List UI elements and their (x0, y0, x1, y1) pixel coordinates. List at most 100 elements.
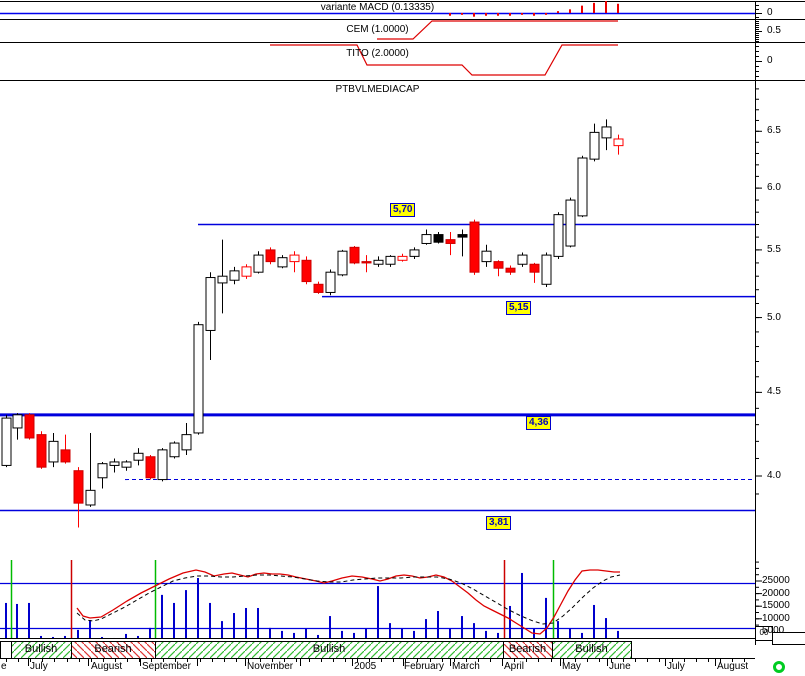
volume-bar (473, 623, 475, 638)
candle-body (397, 255, 408, 261)
candle-body (613, 138, 624, 147)
candle-body (361, 261, 372, 264)
volume-ma-line (76, 569, 620, 635)
volume-bar (293, 632, 295, 638)
month-label: April (504, 661, 525, 672)
tito-panel-title: TITO (2.0000) (346, 48, 409, 59)
volume-bar (197, 578, 199, 638)
volume-bar (341, 630, 343, 638)
candle-body (265, 249, 276, 263)
axis-empty-box (772, 632, 805, 645)
candle-body (229, 270, 240, 281)
volume-axis-label: 5000 (762, 625, 785, 637)
candle-body (36, 434, 47, 468)
month-label: July (30, 661, 48, 672)
volume-bar (617, 630, 619, 638)
main-panel-title: PTBVLMEDIACAP (335, 84, 420, 95)
macd-histogram-bar (617, 3, 619, 13)
volume-bar (5, 602, 7, 638)
level-tag-515: 5,15 (506, 301, 532, 315)
volume-bar (40, 635, 42, 638)
candle-body (529, 263, 540, 273)
volume-bar (485, 630, 487, 638)
month-label: 2005 (354, 661, 377, 672)
macd-histogram-bar (545, 13, 547, 15)
month-label: July (667, 661, 685, 672)
candle-body (217, 275, 228, 284)
candle-body (313, 283, 324, 293)
candle-body (601, 126, 612, 139)
volume-bar (413, 630, 415, 638)
candle-body (289, 254, 300, 263)
candle-body (421, 234, 432, 244)
volume-bar (125, 633, 127, 638)
macd-histogram-bar (581, 5, 583, 13)
candle-body (24, 414, 35, 439)
macd-histogram-bar (509, 13, 511, 16)
month-label: e (1, 661, 7, 672)
volume-bar (221, 621, 223, 638)
candle-body (445, 239, 456, 244)
macd-histogram-bar (461, 13, 463, 15)
price-axis-label: 6.0 (767, 182, 781, 194)
regime-band-label: Bullish (575, 643, 608, 655)
tito-axis-label: 0 (767, 55, 773, 66)
volume-bar (161, 594, 163, 638)
candle-body (205, 277, 216, 331)
volume-bar (233, 613, 235, 638)
volume-bar (245, 607, 247, 638)
candle-body (48, 440, 59, 463)
candle-body (12, 414, 23, 429)
candle-body (409, 249, 420, 257)
cem-panel-title: CEM (1.0000) (346, 24, 409, 35)
status-donut-icon (773, 661, 785, 673)
candle-body (97, 463, 108, 479)
volume-bar (449, 628, 451, 638)
volume-bar (64, 635, 66, 638)
volume-axis-label: 25000 (762, 575, 790, 586)
volume-bar (101, 636, 103, 638)
volume-bar (401, 628, 403, 638)
volume-bar (317, 634, 319, 638)
volume-bar (593, 604, 595, 638)
candle-body (157, 449, 168, 481)
candle-body (121, 461, 132, 468)
regime-band-label: Bearish (94, 643, 132, 655)
candle-body (505, 267, 516, 273)
volume-bar (269, 627, 271, 638)
month-label: November (247, 661, 294, 672)
volume-bar (569, 628, 571, 638)
cem-axis-label: 0.5 (767, 25, 781, 36)
volume-bar (329, 616, 331, 638)
candle-body (517, 254, 528, 265)
volume-bar (521, 572, 523, 638)
macd-histogram-bar (569, 9, 571, 13)
price-axis-label: 4.5 (767, 386, 781, 398)
month-label: June (609, 661, 631, 672)
candle-body (481, 250, 492, 263)
volume-bar (149, 627, 151, 638)
month-label: May (562, 661, 581, 672)
volume-axis-label: 20000 (762, 587, 790, 599)
candle-body (1, 417, 12, 466)
candle-body (349, 246, 360, 264)
candle-body (469, 221, 480, 273)
month-label: August (91, 661, 123, 672)
volume-bar (185, 590, 187, 638)
candle-body (457, 234, 468, 238)
volume-bar (16, 603, 18, 638)
candle-body (433, 234, 444, 243)
candle-body (85, 489, 96, 506)
macd-axis-label: 0 (767, 7, 773, 18)
candle-body (493, 261, 504, 269)
volume-axis-label: 15000 (762, 600, 790, 612)
regime-band-label: Bullish (312, 643, 346, 655)
candle-body (60, 449, 71, 463)
macd-histogram-bar (521, 13, 523, 15)
candle-body (385, 255, 396, 265)
volume-bar (173, 602, 175, 638)
macd-histogram-bar (485, 13, 487, 16)
regime-band-gap (0, 641, 12, 659)
candle-body (565, 199, 576, 247)
